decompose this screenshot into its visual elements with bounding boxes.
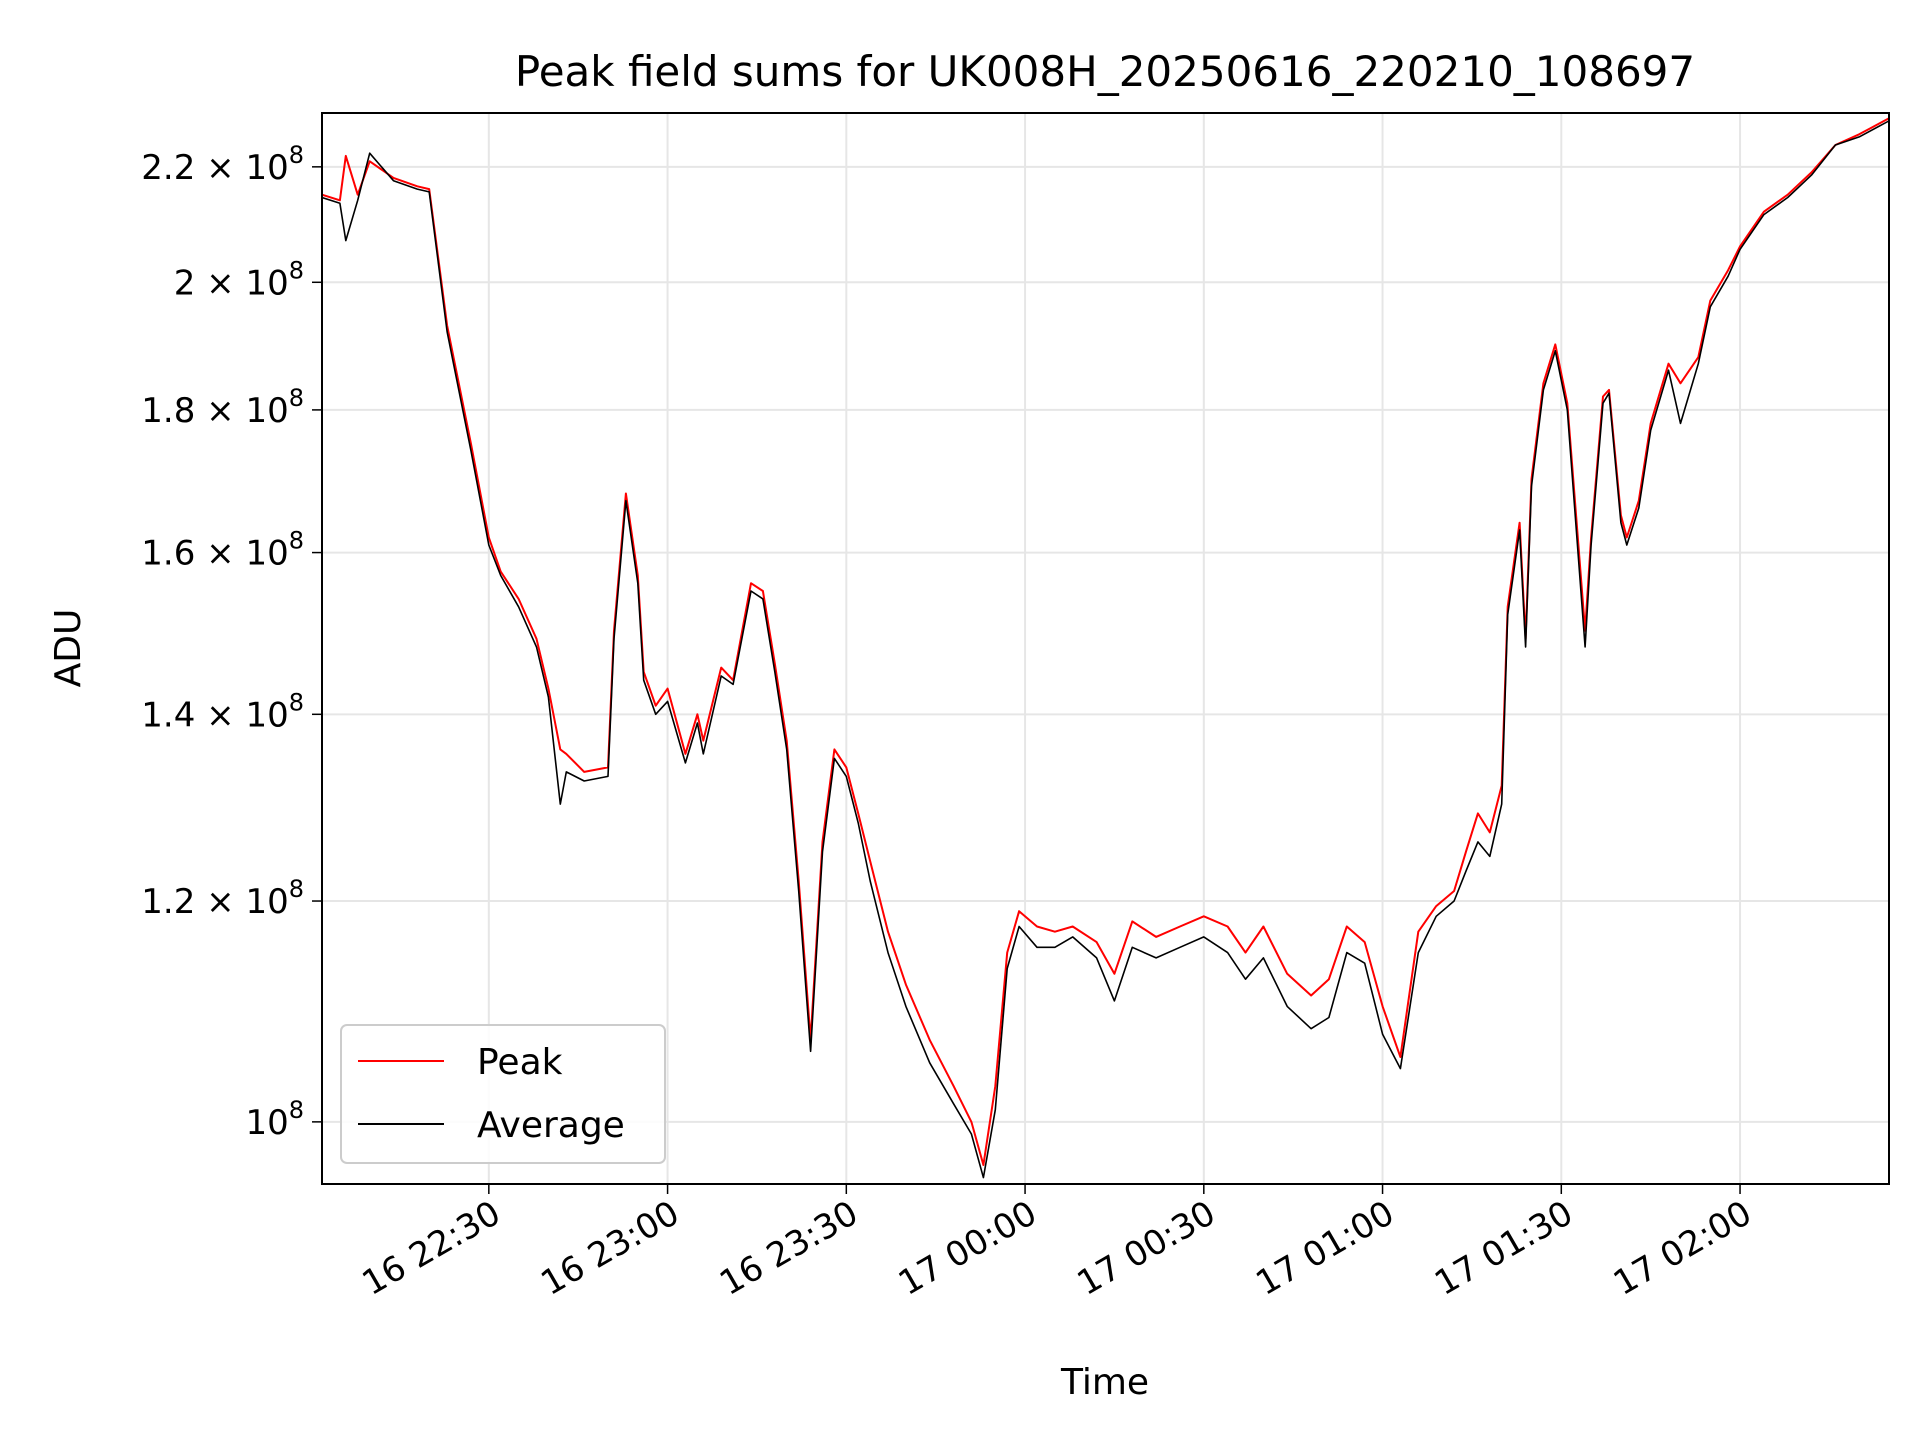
series-line-peak	[322, 117, 1889, 1166]
y-tick-label: 1.8 × 108	[141, 384, 304, 431]
y-tick-label: 1.6 × 108	[141, 527, 304, 574]
y-tick-exponent: 8	[289, 256, 304, 284]
y-tick-label: 2.2 × 108	[141, 141, 304, 188]
y-tick-exponent: 8	[289, 1096, 304, 1124]
y-tick-exponent: 8	[289, 384, 304, 412]
y-tick-label: 1.2 × 108	[141, 875, 304, 922]
legend-label-average: Average	[477, 1105, 625, 1146]
x-axis-label: Time	[1060, 1362, 1149, 1403]
y-tick-label: 2 × 108	[174, 256, 304, 303]
y-tick-exponent: 8	[289, 141, 304, 169]
y-axis-label: ADU	[48, 609, 89, 688]
chart-title: Peak field sums for UK008H_20250616_2202…	[515, 47, 1695, 96]
y-tick-exponent: 8	[289, 688, 304, 716]
y-tick-exponent: 8	[289, 875, 304, 903]
axes-frame	[321, 112, 1890, 1185]
y-tick-label: 1.4 × 108	[141, 688, 304, 735]
series-line-average	[322, 120, 1889, 1179]
legend-label-peak: Peak	[477, 1042, 563, 1083]
series-group	[322, 117, 1889, 1179]
legend-box	[340, 1024, 666, 1164]
legend: Peak Average	[340, 1024, 666, 1164]
y-tick-exponent: 8	[289, 527, 304, 555]
